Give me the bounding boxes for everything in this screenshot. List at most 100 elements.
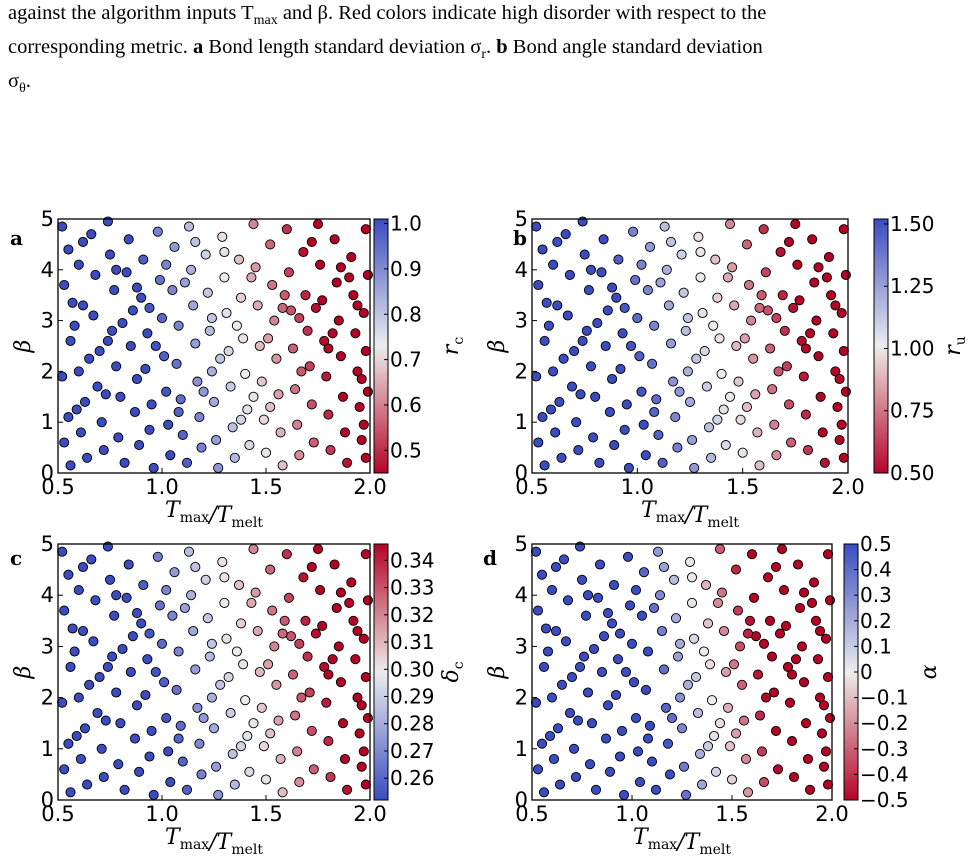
scatter-point (804, 784, 816, 795)
scatter-point (208, 396, 220, 407)
scatter-point (538, 787, 550, 798)
scatter-point (578, 651, 590, 662)
scatter-point (233, 579, 245, 591)
scatter-point (204, 651, 215, 662)
scatter-point (820, 746, 832, 757)
scatter-point (117, 318, 128, 329)
scatter-point (744, 615, 756, 626)
scatter-point (356, 761, 367, 772)
scatter-point (269, 315, 280, 326)
scatter-point (619, 302, 630, 313)
scatter-point (175, 394, 186, 405)
scatter-point (802, 753, 814, 765)
scatter-point (192, 376, 203, 387)
scatter-point (317, 620, 328, 631)
scatter-point (161, 386, 172, 397)
scatter-point (161, 585, 172, 596)
scatter-point (786, 669, 798, 680)
scatter-point (194, 412, 205, 423)
scatter-point (672, 651, 684, 662)
scatter-point (604, 406, 615, 418)
scatter-point (532, 764, 544, 775)
scatter-point (227, 422, 238, 433)
colorbar (373, 543, 389, 801)
scatter-point (577, 335, 588, 346)
colorbar-tick-label: 0.33 (390, 576, 435, 600)
scatter-point (539, 335, 550, 346)
scatter-point (63, 244, 74, 255)
scatter-point (682, 366, 693, 377)
scatter-point (113, 759, 124, 770)
scatter-point (588, 643, 600, 655)
scatter-point (161, 713, 172, 724)
scatter-point (592, 318, 603, 329)
scatter-point (360, 346, 371, 357)
y-tick-label: 1 (515, 737, 528, 761)
scatter-point (568, 743, 580, 754)
scatter-point (621, 399, 632, 410)
scatter-point (92, 707, 103, 719)
scatter-point (321, 697, 332, 708)
scatter-point (65, 335, 76, 346)
scatter-point (121, 267, 132, 278)
scatter-point (809, 277, 820, 288)
colorbar-label: α (917, 664, 942, 679)
scatter-point (722, 272, 733, 283)
caption-line-3: σθ. (8, 70, 31, 97)
scatter-point (183, 221, 195, 232)
scatter-point (140, 363, 151, 374)
scatter-point (830, 300, 841, 311)
scatter-point (552, 300, 563, 311)
scatter-point (556, 452, 567, 463)
scatter-point (823, 252, 835, 263)
scatter-point (171, 684, 182, 695)
scatter-point (250, 262, 261, 273)
scatter-point (102, 216, 113, 227)
scatter-point (649, 406, 660, 418)
scatter-point (790, 654, 802, 665)
scatter-point (362, 269, 373, 280)
scatter-point (632, 746, 644, 757)
y-tick-label: 4 (41, 583, 54, 607)
scatter-point (655, 277, 666, 288)
scatter-point (177, 756, 188, 767)
scatter-point (764, 615, 776, 626)
scatter-point (575, 389, 586, 400)
scatter-point (219, 572, 230, 583)
scatter-point (530, 697, 542, 708)
scatter-point (57, 697, 68, 708)
scatter-point (231, 320, 242, 331)
x-tick-label: 0.5 (41, 802, 74, 826)
scatter-point (96, 743, 107, 754)
scatter-point (144, 424, 155, 435)
scatter-point (119, 457, 130, 468)
scatter-point (211, 434, 222, 446)
x-tick-label: 2.0 (831, 475, 864, 499)
colorbar-tick-label: 0.30 (390, 657, 435, 681)
x-axis-label: Tmax/Tmelt (633, 825, 731, 858)
scatter-point (102, 661, 113, 672)
scatter-point (625, 340, 637, 352)
scatter-point (810, 615, 822, 626)
y-tick-label: 5 (515, 207, 528, 231)
scatter-point (179, 277, 190, 288)
scatter-point (173, 646, 184, 657)
scatter-point (663, 300, 674, 311)
panel-letter-d: d (483, 546, 497, 570)
scatter-point (204, 325, 215, 336)
scatter-point (701, 381, 712, 392)
scatter-point (788, 302, 799, 313)
scatter-point (323, 736, 334, 747)
scatter-point (279, 615, 290, 626)
scatter-point (758, 224, 769, 235)
scatter-point (702, 618, 714, 629)
scatter-point (786, 437, 797, 448)
scatter-point (729, 300, 740, 311)
x-tick-label: 0.5 (515, 475, 548, 499)
colorbar-tick-label: 0.3 (860, 583, 892, 607)
x-tick-label: 2.0 (353, 475, 386, 499)
scatter-point (612, 654, 624, 665)
scatter-point (743, 279, 755, 291)
scatter-point (98, 445, 109, 456)
scatter-point (754, 302, 765, 313)
